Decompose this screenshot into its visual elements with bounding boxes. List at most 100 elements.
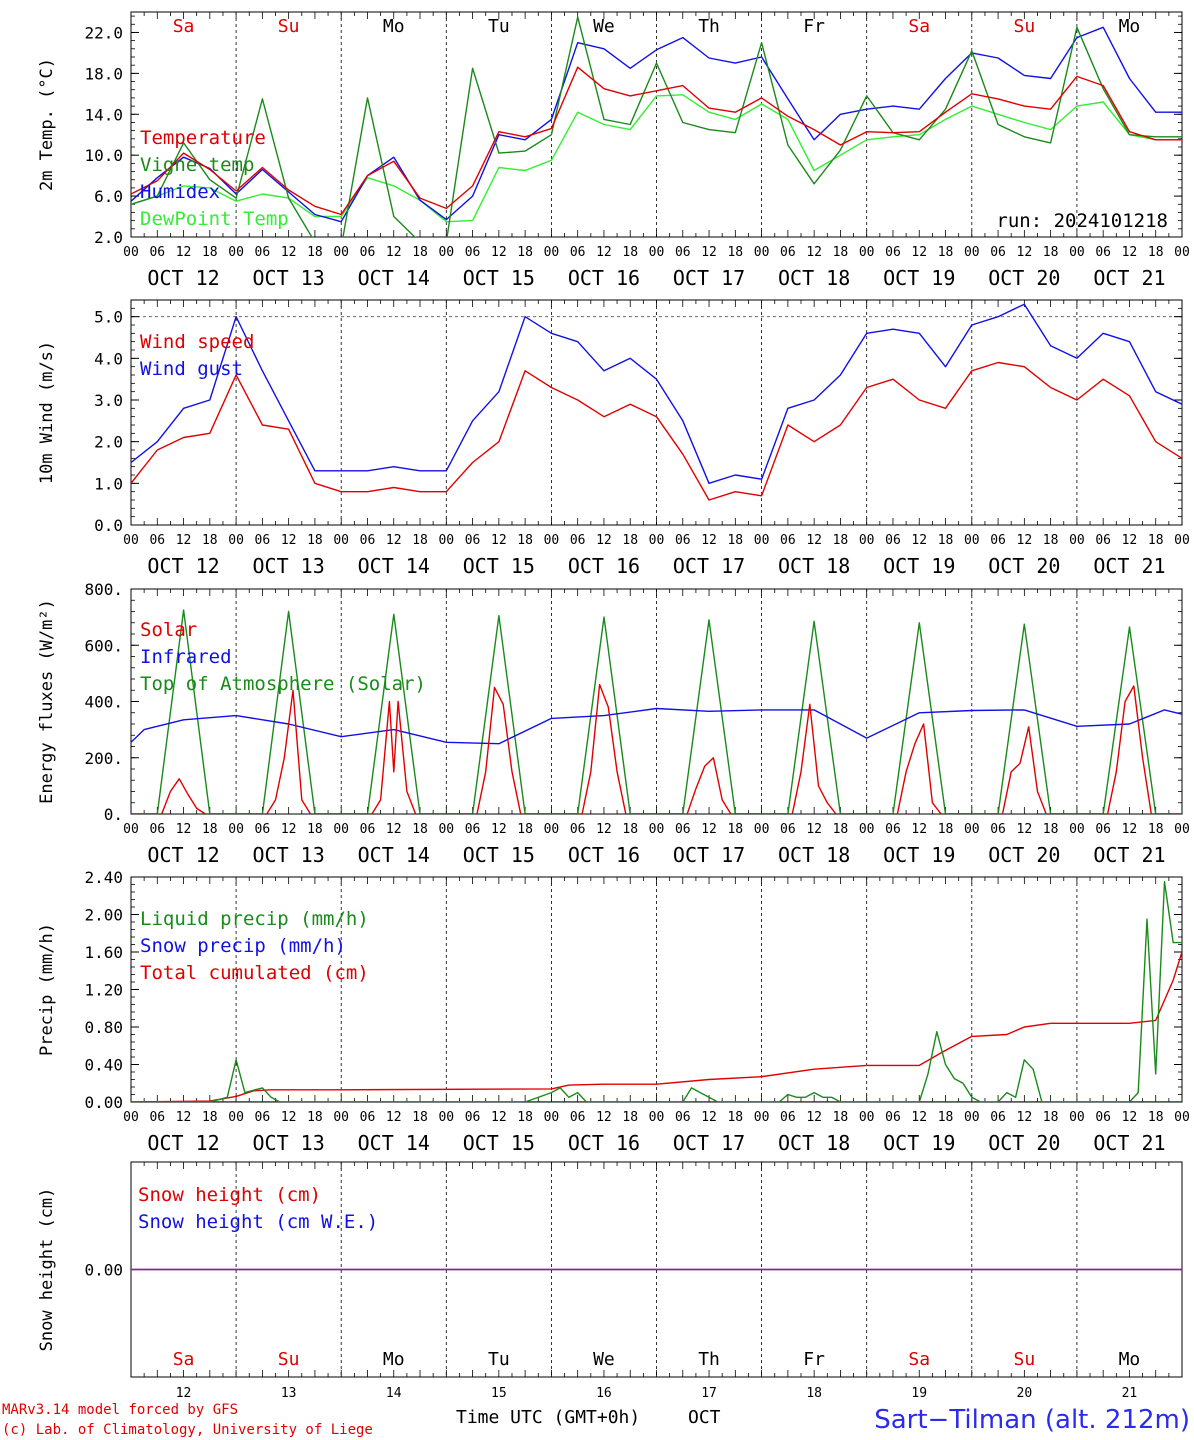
x-tick-label: 00 (1069, 245, 1085, 260)
x-tick-label: 00 (228, 533, 244, 548)
x-tick-label: 00 (964, 1110, 980, 1125)
x-tick-label: 12 (911, 245, 927, 260)
date-label: OCT 12 (147, 554, 219, 578)
legend-entry: Top of Atmosphere (Solar) (140, 673, 426, 695)
station-name: Sart−Tilman (alt. 212m) (874, 1405, 1190, 1435)
x-tick-label: 18 (412, 1110, 428, 1125)
day-number-label: 15 (491, 1386, 507, 1401)
x-tick-label: 18 (1148, 533, 1164, 548)
day-number-label: 13 (281, 1386, 297, 1401)
x-tick-label: 00 (123, 822, 139, 837)
x-tick-label: 18 (202, 1110, 218, 1125)
x-tick-label: 12 (1017, 822, 1033, 837)
series-line-humidex (131, 26, 1182, 223)
x-tick-label: 18 (202, 533, 218, 548)
day-name-label: We (593, 1349, 615, 1370)
x-tick-label: 06 (360, 822, 376, 837)
x-tick-label: 00 (754, 1110, 770, 1125)
x-tick-label: 00 (1069, 533, 1085, 548)
date-label: OCT 17 (673, 554, 745, 578)
x-tick-label: 06 (255, 245, 271, 260)
x-tick-label: 06 (885, 533, 901, 548)
x-axis-title: Time UTC (GMT+0h) (456, 1407, 640, 1428)
x-tick-label: 12 (491, 1110, 507, 1125)
plot-frame (130, 588, 1183, 815)
y-tick-label: 6.0 (94, 187, 123, 206)
x-tick-label: 00 (649, 245, 665, 260)
x-tick-label: 12 (1122, 822, 1138, 837)
y-tick-label: 2.0 (94, 433, 123, 452)
plot-frame (130, 299, 1183, 526)
y-tick-label: 0.80 (84, 1018, 123, 1037)
x-tick-label: 00 (333, 822, 349, 837)
day-name-label: Mo (383, 16, 405, 37)
y-tick-label: 0.00 (84, 1093, 123, 1112)
day-number-label: 21 (1122, 1386, 1138, 1401)
x-tick-label: 00 (1174, 533, 1190, 548)
x-tick-label: 12 (491, 245, 507, 260)
y-tick-label: 0.0 (94, 516, 123, 535)
x-tick-label: 18 (1148, 822, 1164, 837)
x-tick-label: 06 (990, 1110, 1006, 1125)
x-tick-label: 18 (1043, 245, 1059, 260)
date-label: OCT 14 (358, 554, 430, 578)
x-tick-label: 18 (517, 822, 533, 837)
x-tick-label: 00 (1069, 1110, 1085, 1125)
date-label: OCT 19 (883, 266, 955, 290)
x-tick-label: 12 (911, 1110, 927, 1125)
y-tick-label: 0.00 (84, 1261, 123, 1280)
series-line-dewpoint-temp (131, 94, 1182, 223)
day-name-label: Su (1014, 16, 1036, 37)
date-label: OCT 18 (778, 554, 850, 578)
footer: 12 13 14 15 16 17 18 19 20 21 MARv3.14 model force… (2, 1386, 1190, 1438)
x-tick-label: 00 (123, 245, 139, 260)
date-label: OCT 17 (673, 843, 745, 867)
x-tick-label: 18 (307, 245, 323, 260)
x-tick-label: 06 (149, 822, 165, 837)
x-tick-label: 00 (333, 245, 349, 260)
x-tick-label: 12 (1017, 533, 1033, 548)
series-line-total-cumulated-cm (131, 951, 1182, 1102)
x-tick-label: 00 (438, 822, 454, 837)
x-tick-label: 06 (360, 245, 376, 260)
day-name-label: Sa (173, 1349, 195, 1370)
x-tick-label: 00 (333, 533, 349, 548)
legend-entry: Humidex (140, 181, 220, 203)
day-name-label: Mo (383, 1349, 405, 1370)
date-label: OCT 17 (673, 1131, 745, 1155)
x-tick-label: 00 (859, 245, 875, 260)
x-tick-label: 12 (386, 245, 402, 260)
day-name-label: Fr (803, 1349, 825, 1370)
y-axis-label: 2m Temp. (°C) (37, 58, 57, 191)
date-label: OCT 20 (988, 554, 1060, 578)
x-tick-label: 00 (544, 533, 560, 548)
x-tick-label: 18 (938, 1110, 954, 1125)
x-tick-label: 06 (675, 245, 691, 260)
run-label: run: 2024101218 (996, 210, 1168, 232)
x-tick-label: 06 (1095, 245, 1111, 260)
y-axis-label: 10m Wind (m/s) (37, 341, 57, 484)
day-name-label: Tu (488, 16, 510, 37)
date-label: OCT 14 (358, 266, 430, 290)
legend-entry: Total cumulated (cm) (140, 962, 369, 984)
x-tick-label: 18 (202, 822, 218, 837)
x-tick-label: 00 (754, 533, 770, 548)
x-tick-label: 18 (412, 245, 428, 260)
x-tick-label: 18 (1043, 533, 1059, 548)
x-tick-label: 18 (412, 822, 428, 837)
x-tick-label: 00 (859, 533, 875, 548)
date-label: OCT 12 (147, 1131, 219, 1155)
x-tick-label: 12 (806, 822, 822, 837)
day-number-label: 14 (386, 1386, 402, 1401)
date-label: OCT 16 (568, 843, 640, 867)
x-tick-label: 18 (727, 533, 743, 548)
y-tick-label: 0. (104, 805, 123, 824)
x-tick-label: 00 (228, 1110, 244, 1125)
x-tick-label: 18 (727, 245, 743, 260)
x-tick-label: 18 (833, 822, 849, 837)
x-tick-label: 18 (202, 245, 218, 260)
panel-5: 0.00 Snow height (cm) Snow height (cm) Snow… (37, 1161, 1183, 1378)
x-tick-label: 18 (307, 533, 323, 548)
x-tick-label: 00 (1174, 1110, 1190, 1125)
